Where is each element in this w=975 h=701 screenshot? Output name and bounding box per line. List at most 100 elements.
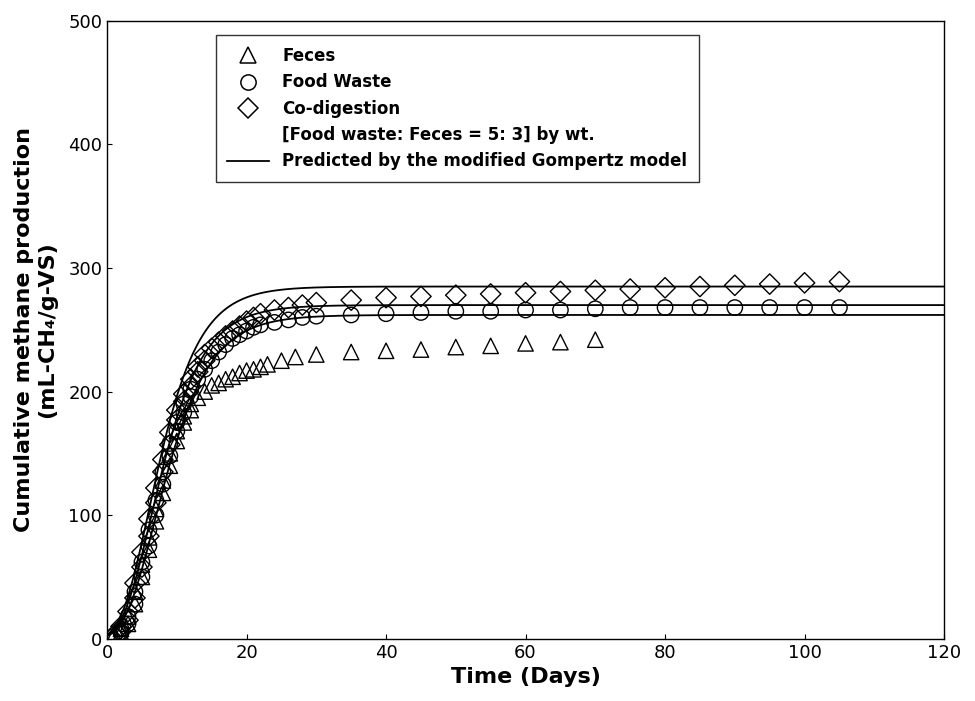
Point (588, 285, 604, 296)
Point (135, 562, 150, 573)
Point (148, 497, 164, 508)
Point (148, 510, 164, 521)
Point (155, 466, 171, 477)
Point (343, 294, 359, 306)
Point (183, 383, 199, 395)
Point (183, 381, 199, 393)
Point (162, 427, 177, 438)
Point (259, 359, 275, 370)
Point (518, 304, 533, 315)
Point (197, 386, 213, 397)
Point (308, 311, 324, 322)
Point (225, 371, 241, 382)
Point (266, 317, 282, 328)
Point (232, 367, 248, 379)
Point (288, 351, 303, 362)
Point (183, 404, 199, 416)
Point (225, 325, 241, 336)
Point (211, 377, 226, 388)
Point (190, 374, 206, 385)
Point (155, 454, 171, 465)
Point (294, 312, 310, 323)
Point (169, 414, 184, 426)
Point (727, 302, 743, 313)
Point (217, 330, 233, 341)
Point (120, 618, 136, 629)
Point (183, 374, 199, 385)
Point (657, 302, 673, 313)
Point (518, 338, 533, 349)
Point (176, 396, 191, 407)
Point (148, 482, 164, 494)
Point (217, 374, 233, 385)
Point (274, 355, 290, 367)
Point (141, 544, 157, 555)
Point (448, 341, 463, 353)
Point (239, 365, 254, 376)
Point (448, 290, 463, 301)
Point (553, 336, 568, 348)
Point (176, 417, 191, 428)
Point (448, 306, 463, 317)
Point (120, 615, 136, 626)
Point (176, 411, 191, 422)
Point (135, 559, 150, 570)
Point (622, 302, 638, 313)
Point (232, 320, 248, 332)
Point (483, 288, 498, 299)
Point (266, 304, 282, 315)
Point (483, 306, 498, 317)
Point (135, 547, 150, 558)
Legend: Feces, Food Waste, Co-digestion, [Food waste: Feces = 5: 3] by wt., Predicted by: Feces, Food Waste, Co-digestion, [Food w… (215, 35, 699, 182)
Point (253, 361, 268, 372)
Point (281, 302, 296, 313)
Point (204, 380, 219, 391)
Point (169, 404, 184, 416)
Point (197, 349, 213, 360)
Point (343, 309, 359, 320)
Point (657, 283, 673, 294)
Point (190, 366, 206, 377)
Point (308, 349, 324, 360)
Point (155, 466, 171, 477)
Point (553, 286, 568, 297)
Point (127, 599, 142, 610)
Point (106, 629, 122, 641)
Point (378, 292, 394, 304)
Point (162, 460, 177, 471)
Point (120, 606, 136, 617)
Point (183, 391, 199, 402)
Point (197, 355, 213, 367)
Point (141, 513, 157, 524)
Point (190, 392, 206, 403)
Point (155, 487, 171, 498)
Point (553, 304, 568, 315)
Point (246, 322, 261, 333)
Point (761, 278, 777, 290)
Point (169, 417, 184, 428)
Point (141, 524, 157, 536)
Point (127, 599, 142, 610)
Point (169, 435, 184, 447)
Point (162, 438, 177, 449)
Point (483, 340, 498, 351)
Point (127, 592, 142, 604)
Point (106, 629, 122, 641)
Point (225, 333, 241, 344)
Point (155, 479, 171, 490)
Point (308, 297, 324, 308)
Point (127, 586, 142, 597)
Point (232, 329, 248, 341)
Y-axis label: Cumulative methane production
(mL-CH₄/g-VS): Cumulative methane production (mL-CH₄/g-… (14, 128, 58, 532)
Point (169, 426, 184, 437)
Point (127, 586, 142, 597)
Point (294, 299, 310, 311)
Point (204, 355, 219, 367)
Point (217, 339, 233, 350)
Point (135, 557, 150, 568)
Point (148, 503, 164, 515)
Point (211, 336, 226, 348)
Point (148, 495, 164, 506)
Point (197, 364, 213, 375)
Point (797, 302, 812, 313)
